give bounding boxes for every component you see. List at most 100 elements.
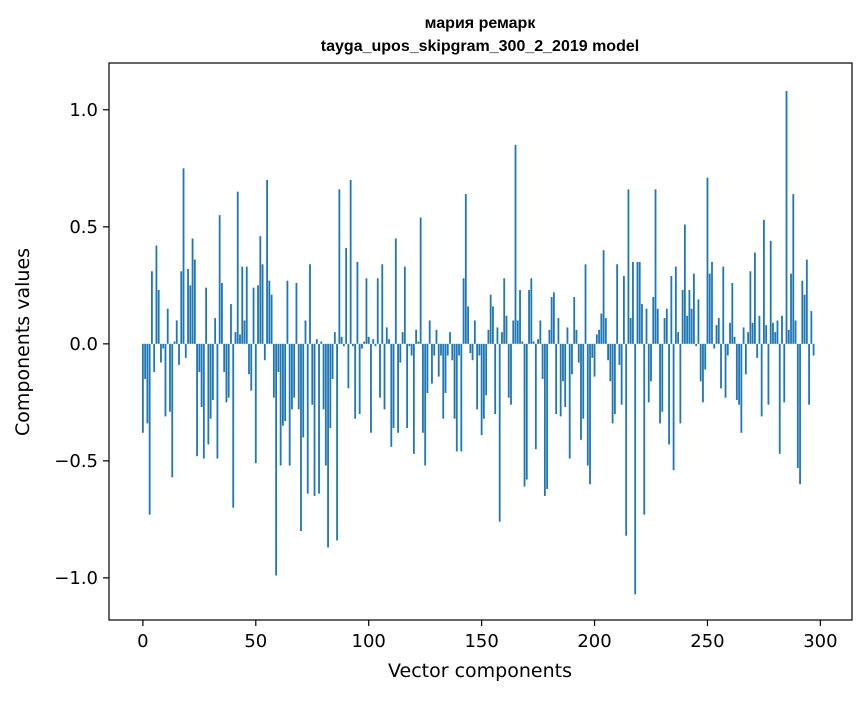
plot-frame bbox=[108, 62, 853, 621]
bar bbox=[636, 261, 639, 344]
bar bbox=[455, 343, 458, 452]
bar bbox=[729, 322, 731, 344]
bar bbox=[232, 343, 235, 508]
bar bbox=[792, 194, 795, 344]
bar bbox=[331, 343, 334, 379]
x-tick-label: 300 bbox=[803, 631, 837, 652]
bar bbox=[415, 329, 418, 344]
bar bbox=[272, 343, 275, 398]
bar bbox=[584, 264, 587, 344]
bar bbox=[805, 259, 808, 344]
bar bbox=[406, 343, 409, 429]
bar bbox=[374, 343, 377, 347]
bar bbox=[645, 308, 648, 344]
bar bbox=[440, 343, 442, 356]
bar bbox=[370, 343, 372, 433]
bar bbox=[568, 343, 571, 459]
bar bbox=[702, 343, 704, 403]
chart-title: мария ремарк bbox=[425, 15, 537, 32]
bar bbox=[476, 343, 479, 410]
bar bbox=[218, 215, 221, 344]
bar bbox=[577, 343, 580, 363]
bar bbox=[302, 343, 305, 438]
bar bbox=[304, 320, 307, 344]
bar bbox=[460, 343, 463, 452]
bar bbox=[171, 343, 174, 478]
bar bbox=[557, 318, 560, 344]
bar bbox=[555, 343, 558, 415]
bar bbox=[478, 343, 481, 356]
bar bbox=[796, 343, 799, 468]
bar bbox=[349, 180, 352, 344]
bar bbox=[799, 343, 801, 485]
bar bbox=[230, 304, 232, 344]
bar bbox=[706, 177, 709, 344]
bar bbox=[480, 343, 483, 436]
bar bbox=[672, 343, 675, 471]
bar bbox=[437, 343, 440, 377]
bar bbox=[643, 343, 646, 515]
bar bbox=[379, 343, 381, 398]
bar bbox=[315, 339, 318, 344]
bar bbox=[713, 343, 716, 349]
bar bbox=[433, 343, 436, 356]
bar bbox=[679, 343, 682, 424]
bar bbox=[458, 343, 460, 356]
bar bbox=[354, 343, 357, 419]
bar bbox=[410, 343, 413, 356]
bar bbox=[318, 343, 320, 494]
bar bbox=[575, 329, 578, 344]
bar bbox=[184, 343, 187, 358]
bar bbox=[620, 343, 623, 405]
bar bbox=[609, 343, 612, 382]
bar bbox=[166, 308, 169, 344]
bar bbox=[632, 261, 634, 344]
bar bbox=[295, 282, 298, 344]
bar bbox=[482, 343, 485, 419]
bar bbox=[169, 343, 171, 412]
bar bbox=[772, 322, 774, 344]
bar bbox=[336, 343, 338, 541]
bar bbox=[160, 343, 162, 363]
bar bbox=[451, 343, 454, 361]
bar bbox=[677, 332, 680, 344]
bar bbox=[361, 343, 363, 349]
bar bbox=[202, 343, 205, 459]
bar bbox=[763, 219, 765, 344]
bar bbox=[148, 343, 151, 515]
bar bbox=[385, 327, 388, 344]
x-tick-label: 250 bbox=[690, 631, 724, 652]
bar bbox=[422, 343, 424, 433]
bar bbox=[546, 343, 549, 489]
bar bbox=[216, 343, 219, 459]
bar bbox=[611, 343, 614, 424]
bar bbox=[769, 240, 772, 344]
bar bbox=[686, 315, 689, 344]
bar bbox=[704, 343, 707, 370]
bar bbox=[530, 278, 533, 344]
y-tick-label: 0.0 bbox=[69, 334, 98, 355]
bar bbox=[352, 343, 354, 347]
bar bbox=[663, 318, 666, 344]
bar bbox=[616, 264, 619, 344]
bar bbox=[193, 259, 196, 344]
bar bbox=[417, 341, 420, 344]
bar bbox=[214, 318, 217, 344]
bar bbox=[221, 282, 223, 344]
x-axis-ticks: 0 50 100 150 200 250 300 bbox=[137, 620, 838, 652]
bar bbox=[146, 343, 149, 424]
bar bbox=[419, 217, 422, 344]
bar bbox=[708, 273, 711, 344]
bar bbox=[309, 264, 311, 344]
bar bbox=[571, 343, 573, 375]
y-tick-label: −0.5 bbox=[54, 451, 98, 472]
bar bbox=[467, 306, 469, 344]
bar bbox=[534, 343, 537, 450]
bar bbox=[525, 343, 528, 480]
bar bbox=[790, 273, 792, 344]
bar bbox=[803, 294, 806, 344]
bar bbox=[424, 343, 427, 466]
bar bbox=[539, 320, 542, 344]
bar bbox=[376, 278, 379, 344]
bar bbox=[365, 278, 368, 344]
